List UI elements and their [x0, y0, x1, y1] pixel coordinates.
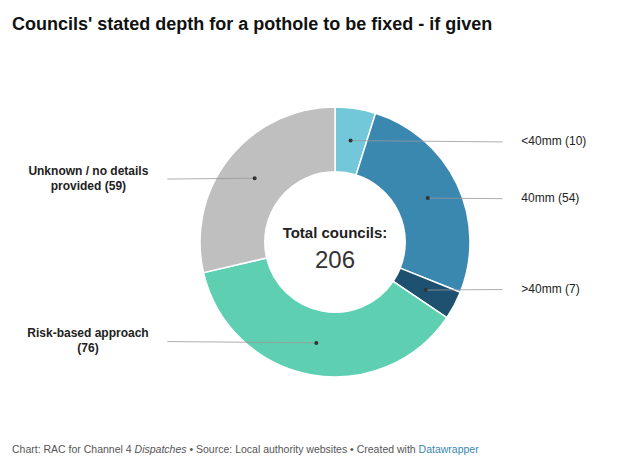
- leader-dot: [424, 288, 428, 292]
- leader-line: [167, 178, 254, 180]
- footer-part: Dispatches: [135, 443, 188, 455]
- leader-line: [426, 289, 503, 291]
- leader-dot: [253, 176, 257, 180]
- leader-line: [351, 141, 503, 142]
- slice-label: Unknown / no detailsprovided (59): [28, 164, 148, 193]
- title: Councils' stated depth for a pothole to …: [12, 14, 492, 34]
- slice-label: <40mm (10): [521, 134, 586, 148]
- footer-part: Datawrapper: [419, 443, 480, 455]
- leader-dot: [314, 341, 318, 345]
- annotations: <40mm (10) 40mm (54) >40mm (7) Risk-based a…: [27, 134, 586, 355]
- slice-label: Risk-based approach(76): [27, 326, 148, 355]
- slice: [204, 258, 447, 377]
- leader-line: [428, 198, 503, 200]
- footer: Chart: RAC for Channel 4 Dispatches • So…: [12, 443, 479, 455]
- donut: Total councils: 206: [200, 107, 470, 377]
- slice: [356, 113, 470, 292]
- footer-part: Chart: RAC for Channel 4: [12, 443, 135, 455]
- leader-dot: [426, 196, 430, 200]
- leader-line: [167, 342, 316, 343]
- footer-part: • Source: Local authority websites • Cre…: [187, 443, 419, 455]
- center-label: 206: [315, 246, 355, 273]
- leader-dot: [349, 139, 353, 143]
- slice-label: 40mm (54): [521, 191, 579, 205]
- slice-label: >40mm (7): [521, 282, 579, 296]
- center-label: Total councils:: [283, 224, 388, 241]
- chart: Councils' stated depth for a pothole to …: [0, 0, 634, 465]
